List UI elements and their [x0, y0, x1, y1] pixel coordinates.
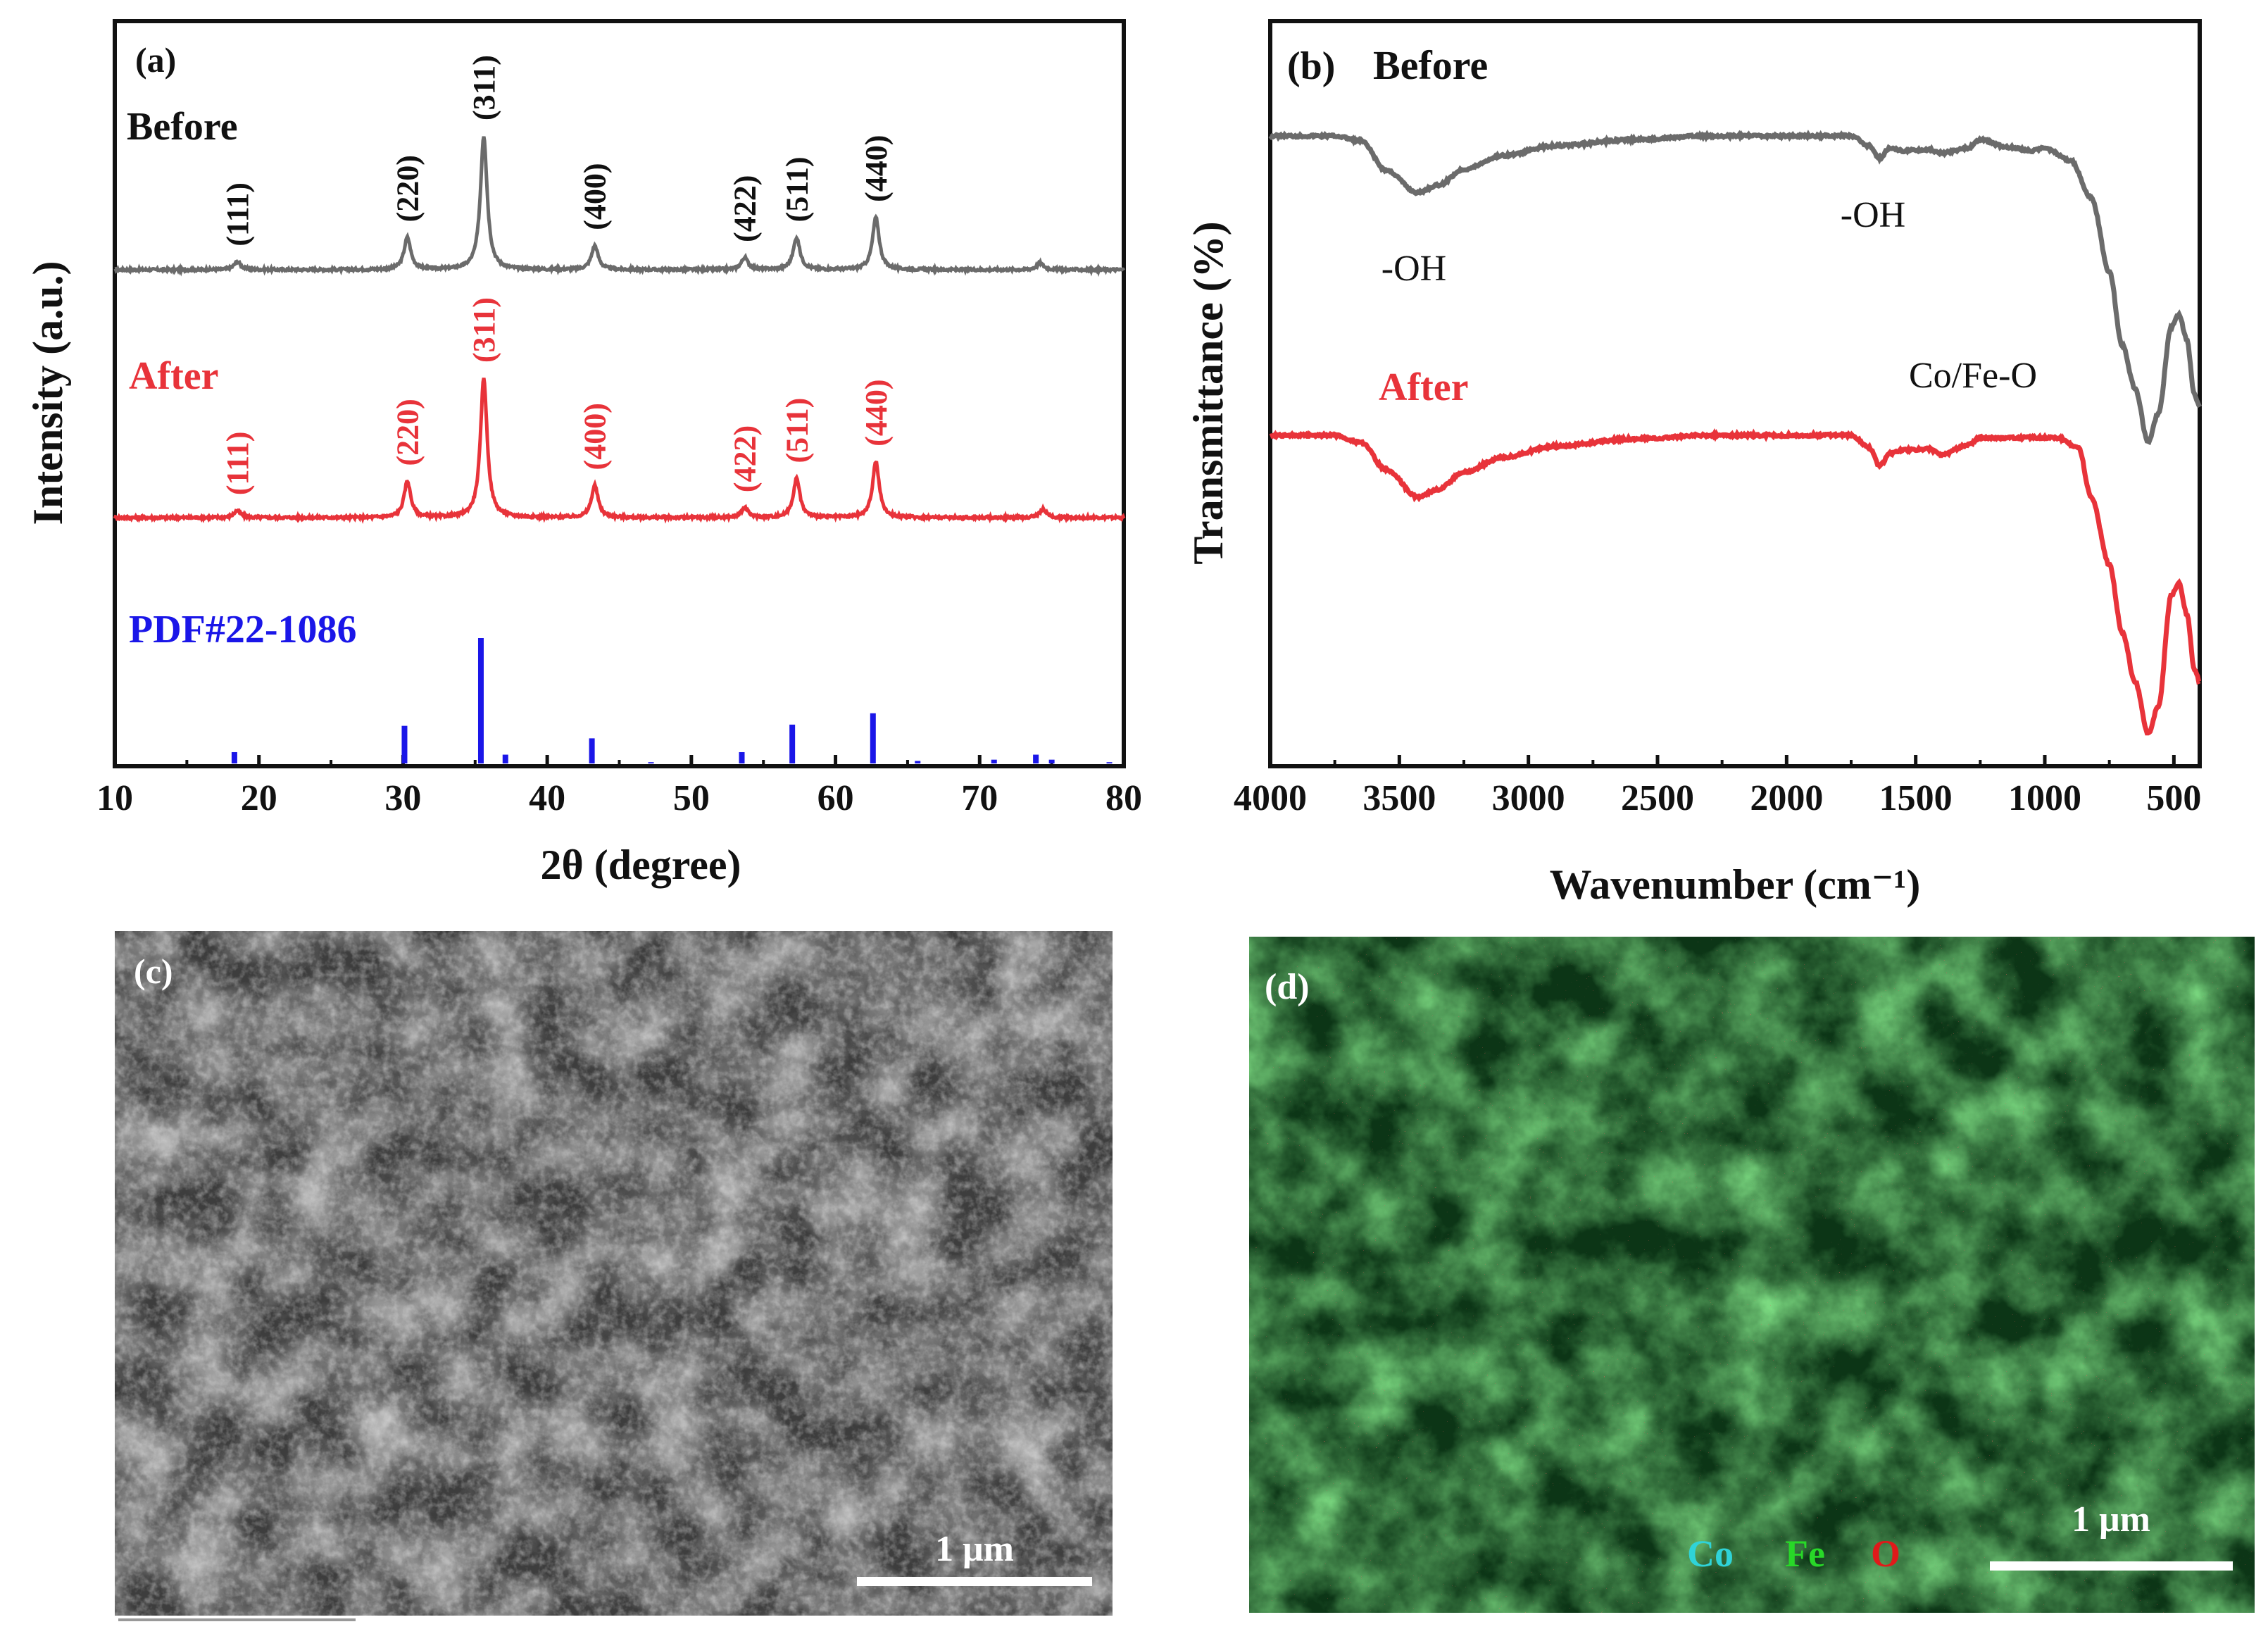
panel-label-c: (c) — [134, 951, 173, 991]
xrd-peak-label: (220) — [391, 399, 425, 466]
xrd-peak-label: (111) — [220, 432, 255, 495]
xrd-series-label-before: Before — [127, 105, 238, 149]
ftir-annotation: -OH — [1841, 195, 1905, 235]
xrd-x-tick-label: 10 — [96, 778, 133, 818]
xrd-peak-label: (440) — [859, 135, 894, 202]
xrd-y-axis-title: Intensity (a.u.) — [25, 261, 71, 525]
ftir-panel: 4000 3500 3000 2500 2000 1500 1000 500 -OH -OH Co… — [1185, 19, 2203, 908]
sem-image-texture — [115, 931, 1113, 1616]
panel-label-d: (d) — [1265, 967, 1310, 1007]
xrd-peak-label: (400) — [578, 163, 613, 230]
ftir-x-tick-label: 1000 — [2008, 778, 2081, 818]
panel-label-a: (a) — [135, 40, 176, 80]
ftir-curve-after — [1269, 428, 2201, 736]
xrd-peak-label: (511) — [779, 398, 814, 463]
ftir-x-tick-label: 2500 — [1621, 778, 1694, 818]
panel-label-b: (b) — [1287, 44, 1335, 88]
eds-map-texture — [1249, 937, 2255, 1613]
ftir-x-tick-label: 3500 — [1362, 778, 1436, 818]
eds-legend-fe: Fe — [1785, 1533, 1825, 1575]
ftir-y-axis-title: Transmittance (%) — [1185, 221, 1232, 564]
xrd-peak-label: (511) — [779, 157, 814, 223]
xrd-x-tick-label: 50 — [673, 778, 710, 818]
xrd-peak-label: (422) — [728, 175, 763, 242]
ftir-x-axis-title: Wavenumber (cm⁻¹) — [1550, 861, 1921, 908]
xrd-curve-after — [113, 377, 1126, 524]
xrd-x-axis-title: 2θ (degree) — [540, 842, 741, 888]
xrd-x-tick-label: 80 — [1105, 778, 1142, 818]
ftir-x-tick-label: 3000 — [1492, 778, 1565, 818]
ftir-x-tick-label: 4000 — [1234, 778, 1307, 818]
ftir-series-label-before: Before — [1373, 42, 1488, 88]
xrd-peak-label: (220) — [391, 155, 425, 222]
xrd-peak-label: (422) — [728, 425, 763, 492]
ftir-x-tick-label: 1500 — [1879, 778, 1953, 818]
eds-legend-co: Co — [1687, 1533, 1734, 1575]
xrd-series-label-after: After — [129, 354, 218, 398]
ftir-annotations: -OH -OH Co/Fe-O — [1382, 195, 2037, 396]
eds-legend-o: O — [1871, 1533, 1900, 1575]
xrd-x-tick-label: 60 — [817, 778, 854, 818]
ftir-x-tick-label: 500 — [2146, 778, 2201, 818]
ftir-annotation: Co/Fe-O — [1909, 356, 2037, 396]
xrd-peak-labels: (111) (220) (311) (400) (422) (511) (440) (111)… — [220, 55, 894, 495]
ftir-curves — [1268, 130, 2203, 736]
xrd-panel: 10 20 30 40 50 60 70 80 (111) (220) (311) (400) (42… — [25, 19, 1142, 888]
xrd-plot-frame — [113, 19, 1126, 768]
ftir-series-label-after: After — [1379, 366, 1468, 409]
xrd-x-tick-label: 30 — [384, 778, 421, 818]
ftir-x-tick-label: 2000 — [1750, 778, 1823, 818]
xrd-peak-label: (311) — [467, 55, 501, 120]
xrd-peak-label: (440) — [859, 379, 894, 446]
xrd-x-tick-label: 70 — [961, 778, 998, 818]
xrd-peak-label: (111) — [220, 182, 255, 246]
sem-image-panel: (c) 1 μm — [115, 931, 1113, 1621]
ftir-annotation: -OH — [1382, 249, 1446, 289]
eds-scalebar — [1990, 1561, 2233, 1571]
xrd-curve-before — [113, 136, 1126, 277]
eds-scalebar-label: 1 μm — [2072, 1499, 2150, 1540]
xrd-curves — [113, 136, 1126, 763]
ftir-plot-frame — [1268, 19, 2202, 768]
sem-scalebar — [857, 1577, 1092, 1586]
xrd-peak-label: (311) — [467, 297, 501, 363]
ftir-curve-before — [1268, 130, 2203, 446]
xrd-peak-label: (400) — [578, 403, 613, 470]
sem-scalebar-label: 1 μm — [935, 1529, 1014, 1569]
xrd-x-ticks: 10 20 30 40 50 60 70 80 — [96, 755, 1142, 818]
eds-map-panel: (d) Co Fe O 1 μm — [1249, 937, 2255, 1613]
xrd-series-label-pdf: PDF#22-1086 — [129, 608, 357, 651]
ftir-x-ticks: 4000 3500 3000 2500 2000 1500 1000 500 — [1234, 755, 2201, 818]
xrd-x-tick-label: 20 — [241, 778, 277, 818]
xrd-x-tick-label: 40 — [529, 778, 565, 818]
